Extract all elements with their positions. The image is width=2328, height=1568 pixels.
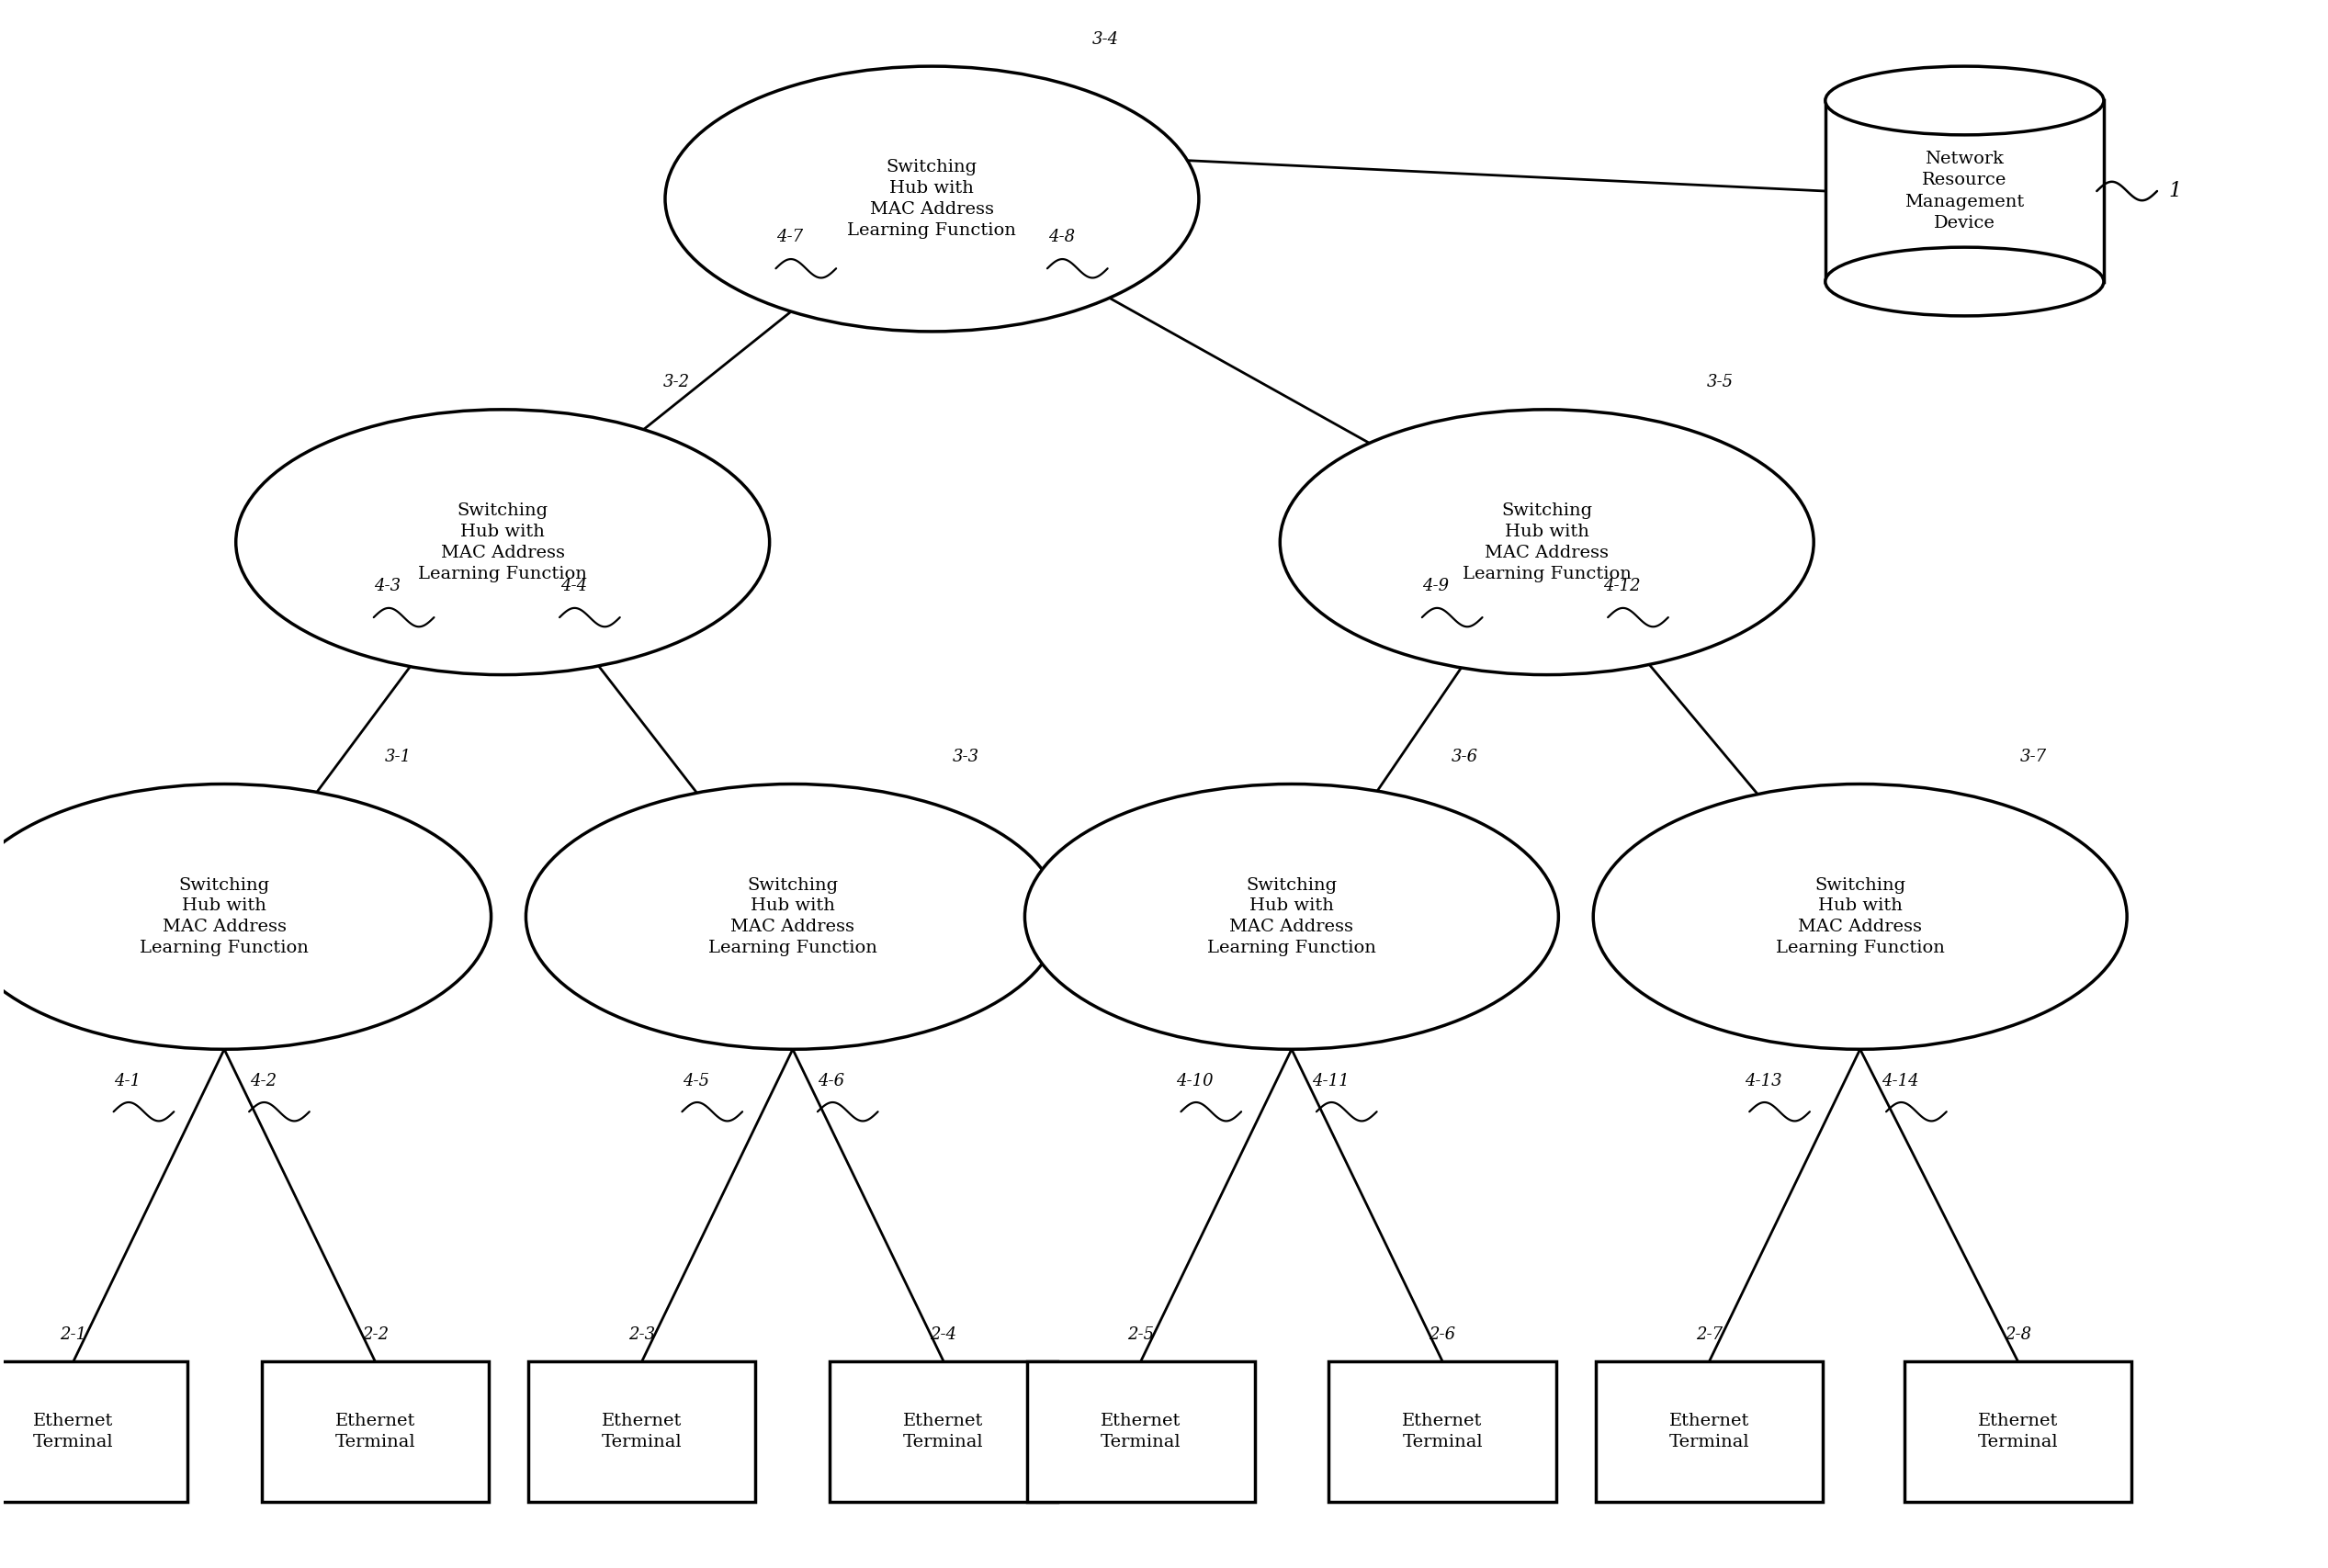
Ellipse shape — [1825, 66, 2105, 135]
Bar — [1825, 100, 2105, 282]
Text: 2-2: 2-2 — [361, 1327, 389, 1342]
Text: 3-1: 3-1 — [384, 750, 412, 765]
Text: 3-7: 3-7 — [2021, 750, 2046, 765]
Bar — [1329, 1361, 1555, 1502]
Text: Network
Resource
Management
Device: Network Resource Management Device — [1904, 151, 2025, 232]
Ellipse shape — [526, 784, 1059, 1049]
Text: 2-3: 2-3 — [629, 1327, 654, 1342]
Text: 2-7: 2-7 — [1695, 1327, 1723, 1342]
Bar — [1595, 1361, 1823, 1502]
Bar — [1904, 1361, 2132, 1502]
Text: 4-12: 4-12 — [1604, 577, 1641, 594]
Bar — [261, 1361, 489, 1502]
Ellipse shape — [1280, 409, 1814, 674]
Text: 4-7: 4-7 — [775, 229, 803, 245]
Bar — [528, 1361, 757, 1502]
Text: 3-5: 3-5 — [1706, 375, 1734, 390]
Text: 4-14: 4-14 — [1881, 1073, 1918, 1090]
Text: Ethernet
Terminal: Ethernet Terminal — [1669, 1413, 1751, 1450]
Text: 2-1: 2-1 — [61, 1327, 86, 1342]
Text: 4-6: 4-6 — [817, 1073, 845, 1090]
Text: Ethernet
Terminal: Ethernet Terminal — [1401, 1413, 1483, 1450]
Text: Switching
Hub with
MAC Address
Learning Function: Switching Hub with MAC Address Learning … — [708, 877, 878, 956]
Ellipse shape — [1592, 784, 2128, 1049]
Text: 2-8: 2-8 — [2004, 1327, 2032, 1342]
Ellipse shape — [1024, 784, 1557, 1049]
Text: 3-4: 3-4 — [1092, 31, 1120, 47]
Ellipse shape — [235, 409, 771, 674]
Text: Ethernet
Terminal: Ethernet Terminal — [335, 1413, 414, 1450]
Bar — [1027, 1361, 1255, 1502]
Text: 4-11: 4-11 — [1311, 1073, 1348, 1090]
Text: Switching
Hub with
MAC Address
Learning Function: Switching Hub with MAC Address Learning … — [847, 158, 1017, 238]
Text: 4-5: 4-5 — [682, 1073, 710, 1090]
Text: 2-5: 2-5 — [1127, 1327, 1155, 1342]
Bar — [0, 1361, 186, 1502]
Text: 4-8: 4-8 — [1048, 229, 1076, 245]
Text: Ethernet
Terminal: Ethernet Terminal — [33, 1413, 114, 1450]
Text: Ethernet
Terminal: Ethernet Terminal — [601, 1413, 682, 1450]
Text: 1: 1 — [2170, 180, 2181, 201]
Text: 4-2: 4-2 — [249, 1073, 277, 1090]
Text: 3-3: 3-3 — [952, 750, 980, 765]
Text: 4-13: 4-13 — [1744, 1073, 1781, 1090]
Ellipse shape — [666, 66, 1199, 331]
Text: 2-4: 2-4 — [931, 1327, 957, 1342]
Text: Ethernet
Terminal: Ethernet Terminal — [903, 1413, 985, 1450]
Text: 4-3: 4-3 — [375, 577, 400, 594]
Text: Ethernet
Terminal: Ethernet Terminal — [1101, 1413, 1180, 1450]
Text: 2-6: 2-6 — [1429, 1327, 1455, 1342]
Text: 4-9: 4-9 — [1422, 577, 1450, 594]
Text: Ethernet
Terminal: Ethernet Terminal — [1976, 1413, 2058, 1450]
Text: Switching
Hub with
MAC Address
Learning Function: Switching Hub with MAC Address Learning … — [419, 502, 587, 582]
Text: Switching
Hub with
MAC Address
Learning Function: Switching Hub with MAC Address Learning … — [1208, 877, 1376, 956]
Text: Switching
Hub with
MAC Address
Learning Function: Switching Hub with MAC Address Learning … — [140, 877, 310, 956]
Text: 4-10: 4-10 — [1176, 1073, 1213, 1090]
Text: 4-1: 4-1 — [114, 1073, 142, 1090]
Ellipse shape — [0, 784, 491, 1049]
Text: 3-2: 3-2 — [663, 375, 689, 390]
Text: Switching
Hub with
MAC Address
Learning Function: Switching Hub with MAC Address Learning … — [1776, 877, 1944, 956]
Text: 3-6: 3-6 — [1453, 750, 1478, 765]
Text: Switching
Hub with
MAC Address
Learning Function: Switching Hub with MAC Address Learning … — [1462, 502, 1632, 582]
Bar — [829, 1361, 1057, 1502]
Text: 4-4: 4-4 — [561, 577, 587, 594]
Ellipse shape — [1825, 248, 2105, 315]
